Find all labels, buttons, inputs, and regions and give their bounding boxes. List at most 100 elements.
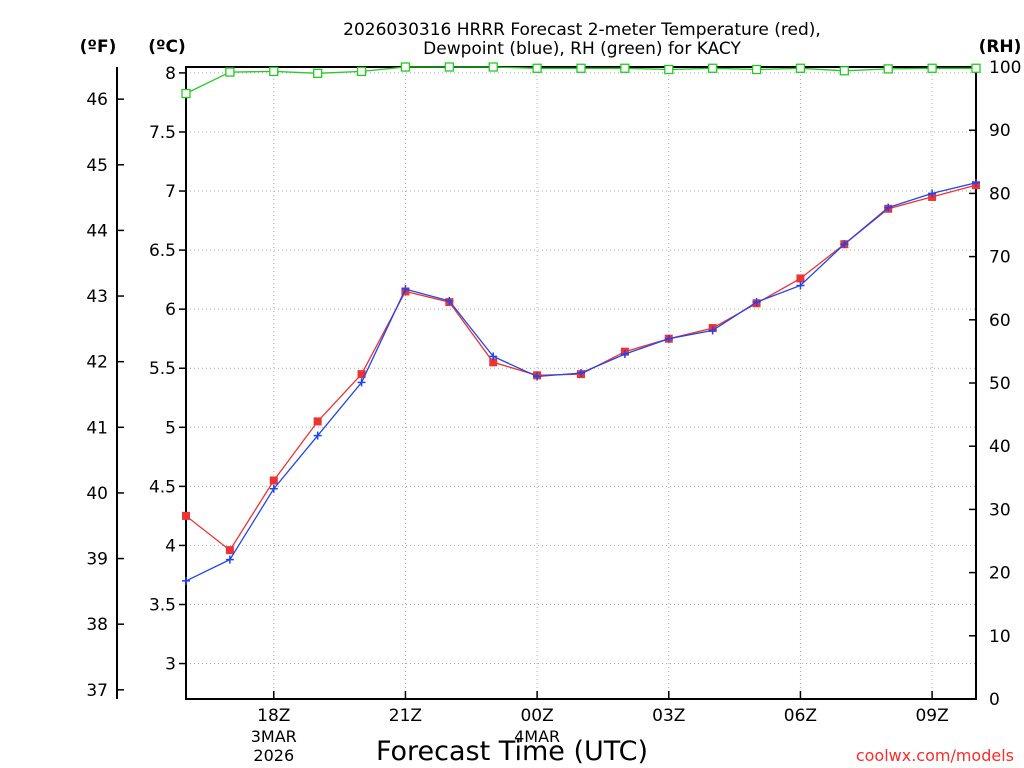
rh-tick-label: 50 [989,374,1011,394]
fahrenheit-tick-label: 42 [86,353,108,373]
x-tick-label: 21Z [389,706,422,726]
fahrenheit-tick-label: 41 [86,418,108,438]
temperature-line [185,184,977,552]
rh-point [927,63,937,73]
celsius-tick-label: 3 [165,655,176,675]
dewpoint-point [664,334,673,343]
rh-point [664,64,674,75]
rh-point [971,63,981,73]
dewpoint-point [620,350,629,359]
fahrenheit-tick-label: 43 [86,287,108,307]
rh-point [225,67,235,77]
x-tick-year-label: 2026 [253,746,294,765]
temperature-point [182,511,190,520]
temperature-point [225,546,234,555]
dewpoint-point [445,296,454,305]
gridlines [186,67,976,699]
fahrenheit-tick-label: 46 [86,90,108,110]
temperature-point [796,274,805,283]
x-tick-label: 00Z [520,706,553,726]
rh-point [576,63,586,73]
celsius-tick-label: 5 [165,418,176,438]
x-tick-label: 09Z [915,706,948,726]
fahrenheit-tick-label: 45 [86,156,108,176]
fahrenheit-tick-label: 38 [86,615,108,635]
rh-point [444,62,454,72]
celsius-tick-label: 6.5 [149,241,176,261]
dewpoint-point [928,189,937,198]
rh-tick-label: 60 [989,311,1011,331]
rh-tick-label: 100 [989,58,1021,78]
fahrenheit-tick-label: 37 [86,681,108,701]
chart-title-line1: 2026030316 HRRR Forecast 2-meter Tempera… [343,20,821,40]
x-tick-label: 18Z [257,706,290,726]
rh-tick-label: 0 [989,690,1000,710]
x-tick-label: 03Z [652,706,685,726]
fahrenheit-unit-label: (ºF) [80,37,117,57]
axes [116,66,977,700]
dewpoint-point [884,203,893,212]
temperature-point [357,370,366,379]
data-series [181,62,981,585]
dewpoint-point [225,555,234,564]
fahrenheit-tick-label: 44 [86,221,108,241]
dewpoint-point [313,431,322,440]
x-axis-label: Forecast Time (UTC) [376,736,648,767]
rh-point [488,62,498,72]
celsius-tick-label: 7.5 [149,123,176,143]
fahrenheit-tick-label: 39 [86,550,108,570]
rh-point [620,63,630,73]
rh-tick-label: 70 [989,248,1011,268]
x-tick-label: 06Z [784,706,817,726]
dewpoint-point [182,576,190,585]
dewpoint-point [357,378,366,387]
celsius-tick-label: 3.5 [149,595,176,615]
x-tick-date-label: 3MAR [251,727,297,746]
rh-point [795,63,806,73]
fahrenheit-tick-label: 40 [86,484,108,504]
chart-title-line2: Dewpoint (blue), RH (green) for KACY [423,39,741,59]
rh-point [708,63,718,73]
rh-point [356,66,367,77]
dewpoint-point [796,281,805,290]
rh-point [751,64,762,75]
celsius-tick-label: 4.5 [149,477,176,497]
dewpoint-point [533,372,542,381]
temperature-point [313,417,322,426]
rh-point [532,63,542,73]
celsius-unit-label: (ºC) [148,37,186,57]
rh-unit-label: (RH) [979,37,1022,57]
dewpoint-point [577,368,585,377]
rh-point [839,66,849,76]
tick-labels: 3 3.5 4 4.5 5 5.5 6 6.5 7 7.5 8 37 38 39 40 41 42 43 44 45 4… [86,58,1021,765]
rh-tick-label: 10 [989,627,1011,647]
celsius-tick-label: 4 [165,536,176,556]
dewpoint-point [269,484,278,493]
rh-point [181,88,191,99]
rh-tick-label: 80 [989,184,1011,204]
dewpoint-point [401,285,410,294]
celsius-tick-label: 7 [165,182,176,202]
rh-tick-label: 90 [989,121,1011,141]
dewpoint-point [972,178,980,187]
credit-text: coolwx.com/models [856,746,1014,765]
dewpoint-point [752,298,761,307]
celsius-tick-label: 6 [165,300,176,320]
rh-point [400,62,411,72]
celsius-tick-label: 8 [165,64,176,84]
rh-point [313,68,323,78]
dewpoint-point [840,240,849,249]
rh-tick-label: 20 [989,564,1011,584]
rh-point [269,66,279,77]
celsius-tick-label: 5.5 [149,359,176,379]
temperature-point [489,358,498,367]
rh-tick-label: 40 [989,437,1011,457]
rh-point [883,64,893,74]
dewpoint-line [185,182,977,582]
x-tick-date-label: 4MAR [514,727,560,746]
temperature-point [269,476,278,485]
rh-tick-label: 30 [989,500,1011,520]
plot-frame [185,66,977,700]
dewpoint-point [708,326,717,335]
